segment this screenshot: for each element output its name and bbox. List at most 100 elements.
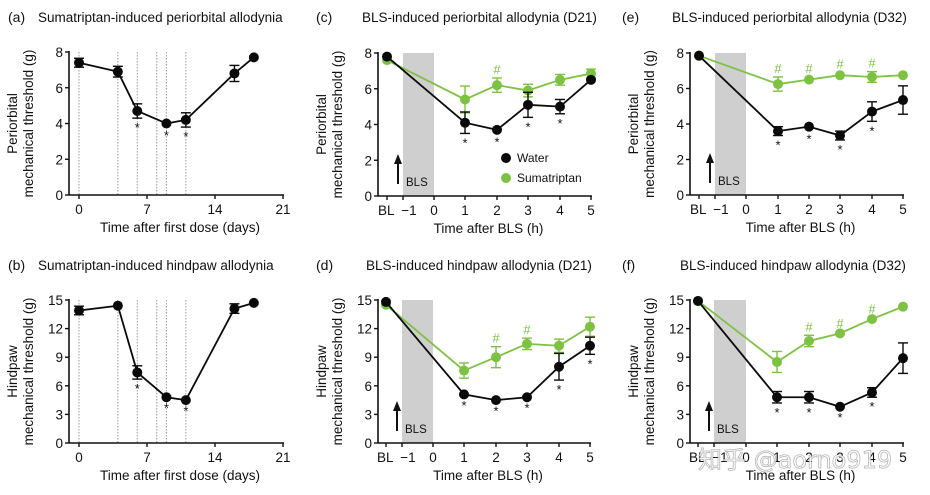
data-point [74,305,84,316]
data-point [229,68,240,79]
data-point [555,74,565,85]
significance-hash: # [493,62,501,77]
data-point [867,314,877,325]
x-tick-label: 4 [556,203,564,218]
bls-shaded-region [402,300,433,443]
x-tick-label: BL [690,202,707,217]
significance-star: * [164,128,169,143]
data-point [554,340,564,351]
data-point [554,361,564,372]
data-point [773,126,783,137]
data-point [898,95,908,106]
y-tick-label: 15 [357,293,372,308]
data-point [491,395,501,406]
data-point [804,121,814,132]
significance-hash: # [868,302,876,317]
y-tick-label: 0 [55,188,63,203]
data-point [459,365,469,376]
panel-d: (d) BLS-induced hindpaw allodynia (D21) BL… [314,257,595,483]
x-tick-label: 2 [805,450,813,465]
data-point [898,70,908,81]
legend-marker-water [501,153,511,163]
data-point [804,74,814,85]
y-axis-title: mechanical threshold (g) [21,298,36,446]
x-tick-label: 0 [742,202,750,217]
panel-title: BLS-induced hindpaw allodynia (D21) [366,258,592,273]
x-tick-label: −1 [712,450,727,465]
significance-star: * [806,131,811,146]
x-axis-title: Time after BLS (h) [746,468,856,483]
y-tick-label: 4 [364,118,372,133]
x-tick-label: 2 [805,202,813,217]
y-axis-title: mechanical threshold (g) [330,51,345,199]
x-tick-label: BL [378,203,395,218]
x-tick-label: 7 [143,450,151,465]
series-line [698,54,904,85]
data-point [772,392,782,403]
data-point [867,106,877,117]
significance-star: * [806,405,811,420]
legend-label-water: Water [517,151,549,165]
data-point [492,124,502,135]
significance-star: * [494,135,499,150]
legend-label-sumatriptan: Sumatriptan [517,171,582,185]
panel-title: BLS-induced periorbital allodynia (D21) [362,10,597,25]
y-tick-label: 6 [676,379,684,394]
data-point [132,367,143,378]
x-tick-label: 4 [555,450,563,465]
watermark-text: 知乎 @aorno919 [698,446,892,474]
x-tick-label: 5 [899,202,907,217]
significance-star: * [869,123,874,138]
y-axis-title: Hindpaw [626,345,641,398]
y-tick-label: 15 [48,293,63,308]
significance-star: * [525,119,530,134]
series-line [697,300,904,408]
y-tick-label: 0 [364,189,372,204]
y-tick-label: 6 [55,379,63,394]
significance-star: * [869,399,874,414]
significance-hash: # [836,316,844,331]
y-tick-label: 6 [364,379,372,394]
significance-hash: # [805,61,813,76]
y-tick-label: 8 [55,45,63,60]
series-water: * * * * * [381,296,595,419]
arrow-up-icon [394,154,402,164]
data-point [804,335,814,346]
significance-hash: # [805,319,813,334]
data-point [835,130,845,141]
x-tick-label: 0 [430,203,438,218]
data-point [522,392,532,403]
data-point [804,392,814,403]
significance-star: * [524,401,529,416]
data-point [523,85,533,96]
data-point [898,353,908,364]
panel-a: (a) Sumatriptan-induced periorbital allod… [5,9,291,235]
panel-title: Sumatriptan-induced hindpaw allodynia [38,258,274,273]
y-tick-label: 3 [55,407,63,422]
data-point [585,321,595,332]
panel-e: (e) BLS-induced periorbital allodynia (D3… [622,9,908,235]
significance-star: * [183,129,188,144]
y-tick-label: 12 [669,322,684,337]
significance-star: * [183,404,188,419]
panel-letter: (f) [622,257,635,273]
panel-letter: (d) [316,257,333,273]
y-tick-label: 9 [55,350,63,365]
significance-star: * [135,120,140,135]
data-point [492,80,502,91]
x-tick-label: 14 [207,450,223,465]
y-tick-label: 3 [364,407,372,422]
x-tick-label: 2 [492,450,500,465]
x-tick-label: 4 [868,202,876,217]
series-sumatriptan: * * * [74,52,259,144]
y-tick-label: 8 [364,46,372,61]
bls-label: BLS [717,424,739,436]
series-line [385,304,591,372]
significance-star: * [837,142,842,157]
significance-hash: # [492,331,500,346]
x-tick-label: 21 [275,202,290,217]
significance-hash: # [774,61,782,76]
x-tick-label: 3 [836,450,844,465]
x-tick-label: 21 [275,450,290,465]
